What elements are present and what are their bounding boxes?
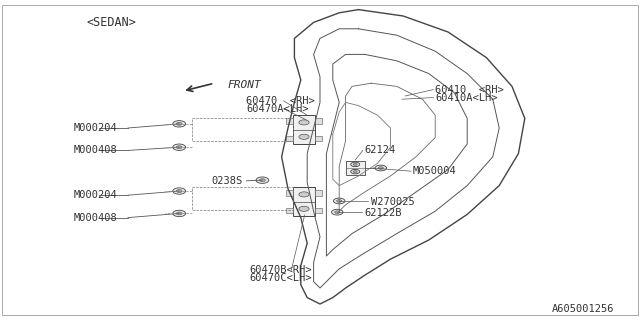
Circle shape: [173, 121, 186, 127]
Text: 60470C<LH>: 60470C<LH>: [250, 273, 312, 284]
Circle shape: [177, 146, 182, 148]
Circle shape: [173, 188, 186, 194]
Circle shape: [299, 206, 309, 212]
Bar: [292, 187, 315, 216]
Bar: [315, 118, 321, 124]
Text: M000204: M000204: [74, 123, 117, 133]
Bar: [315, 190, 321, 196]
Circle shape: [299, 192, 309, 197]
Bar: [346, 161, 365, 175]
Circle shape: [299, 134, 309, 140]
Circle shape: [177, 122, 182, 125]
Circle shape: [260, 179, 265, 181]
Bar: [287, 190, 292, 196]
Text: 62124: 62124: [365, 145, 396, 156]
Text: 60470  <RH>: 60470 <RH>: [246, 96, 315, 106]
Circle shape: [333, 198, 345, 204]
Circle shape: [177, 212, 182, 215]
Text: 60470B<RH>: 60470B<RH>: [250, 265, 312, 276]
Bar: [315, 136, 321, 141]
Text: FRONT: FRONT: [227, 80, 261, 90]
Bar: [287, 208, 292, 213]
Text: W270025: W270025: [371, 196, 415, 207]
Circle shape: [256, 177, 269, 183]
Text: 60410A<LH>: 60410A<LH>: [435, 92, 498, 103]
Bar: [287, 136, 292, 141]
Circle shape: [351, 169, 360, 174]
Circle shape: [353, 171, 357, 172]
Text: 60470A<LH>: 60470A<LH>: [246, 104, 309, 114]
Text: M000408: M000408: [74, 212, 117, 223]
Text: A605001256: A605001256: [552, 304, 614, 314]
Text: 0238S: 0238S: [211, 176, 243, 186]
Circle shape: [177, 189, 182, 192]
Circle shape: [173, 144, 186, 150]
Circle shape: [353, 164, 357, 165]
Circle shape: [337, 200, 342, 202]
Text: <SEDAN>: <SEDAN>: [86, 16, 136, 29]
Text: M000204: M000204: [74, 190, 117, 200]
Circle shape: [375, 165, 387, 171]
Circle shape: [173, 210, 186, 217]
Text: M050004: M050004: [413, 166, 456, 176]
Circle shape: [299, 120, 309, 125]
Circle shape: [335, 211, 340, 213]
Circle shape: [378, 167, 383, 169]
Bar: [292, 115, 315, 144]
Text: 62122B: 62122B: [365, 208, 403, 218]
Text: M000408: M000408: [74, 145, 117, 156]
Text: 60410  <RH>: 60410 <RH>: [435, 84, 504, 95]
Bar: [315, 208, 321, 213]
Circle shape: [332, 209, 343, 215]
Circle shape: [351, 162, 360, 167]
Bar: [287, 118, 292, 124]
